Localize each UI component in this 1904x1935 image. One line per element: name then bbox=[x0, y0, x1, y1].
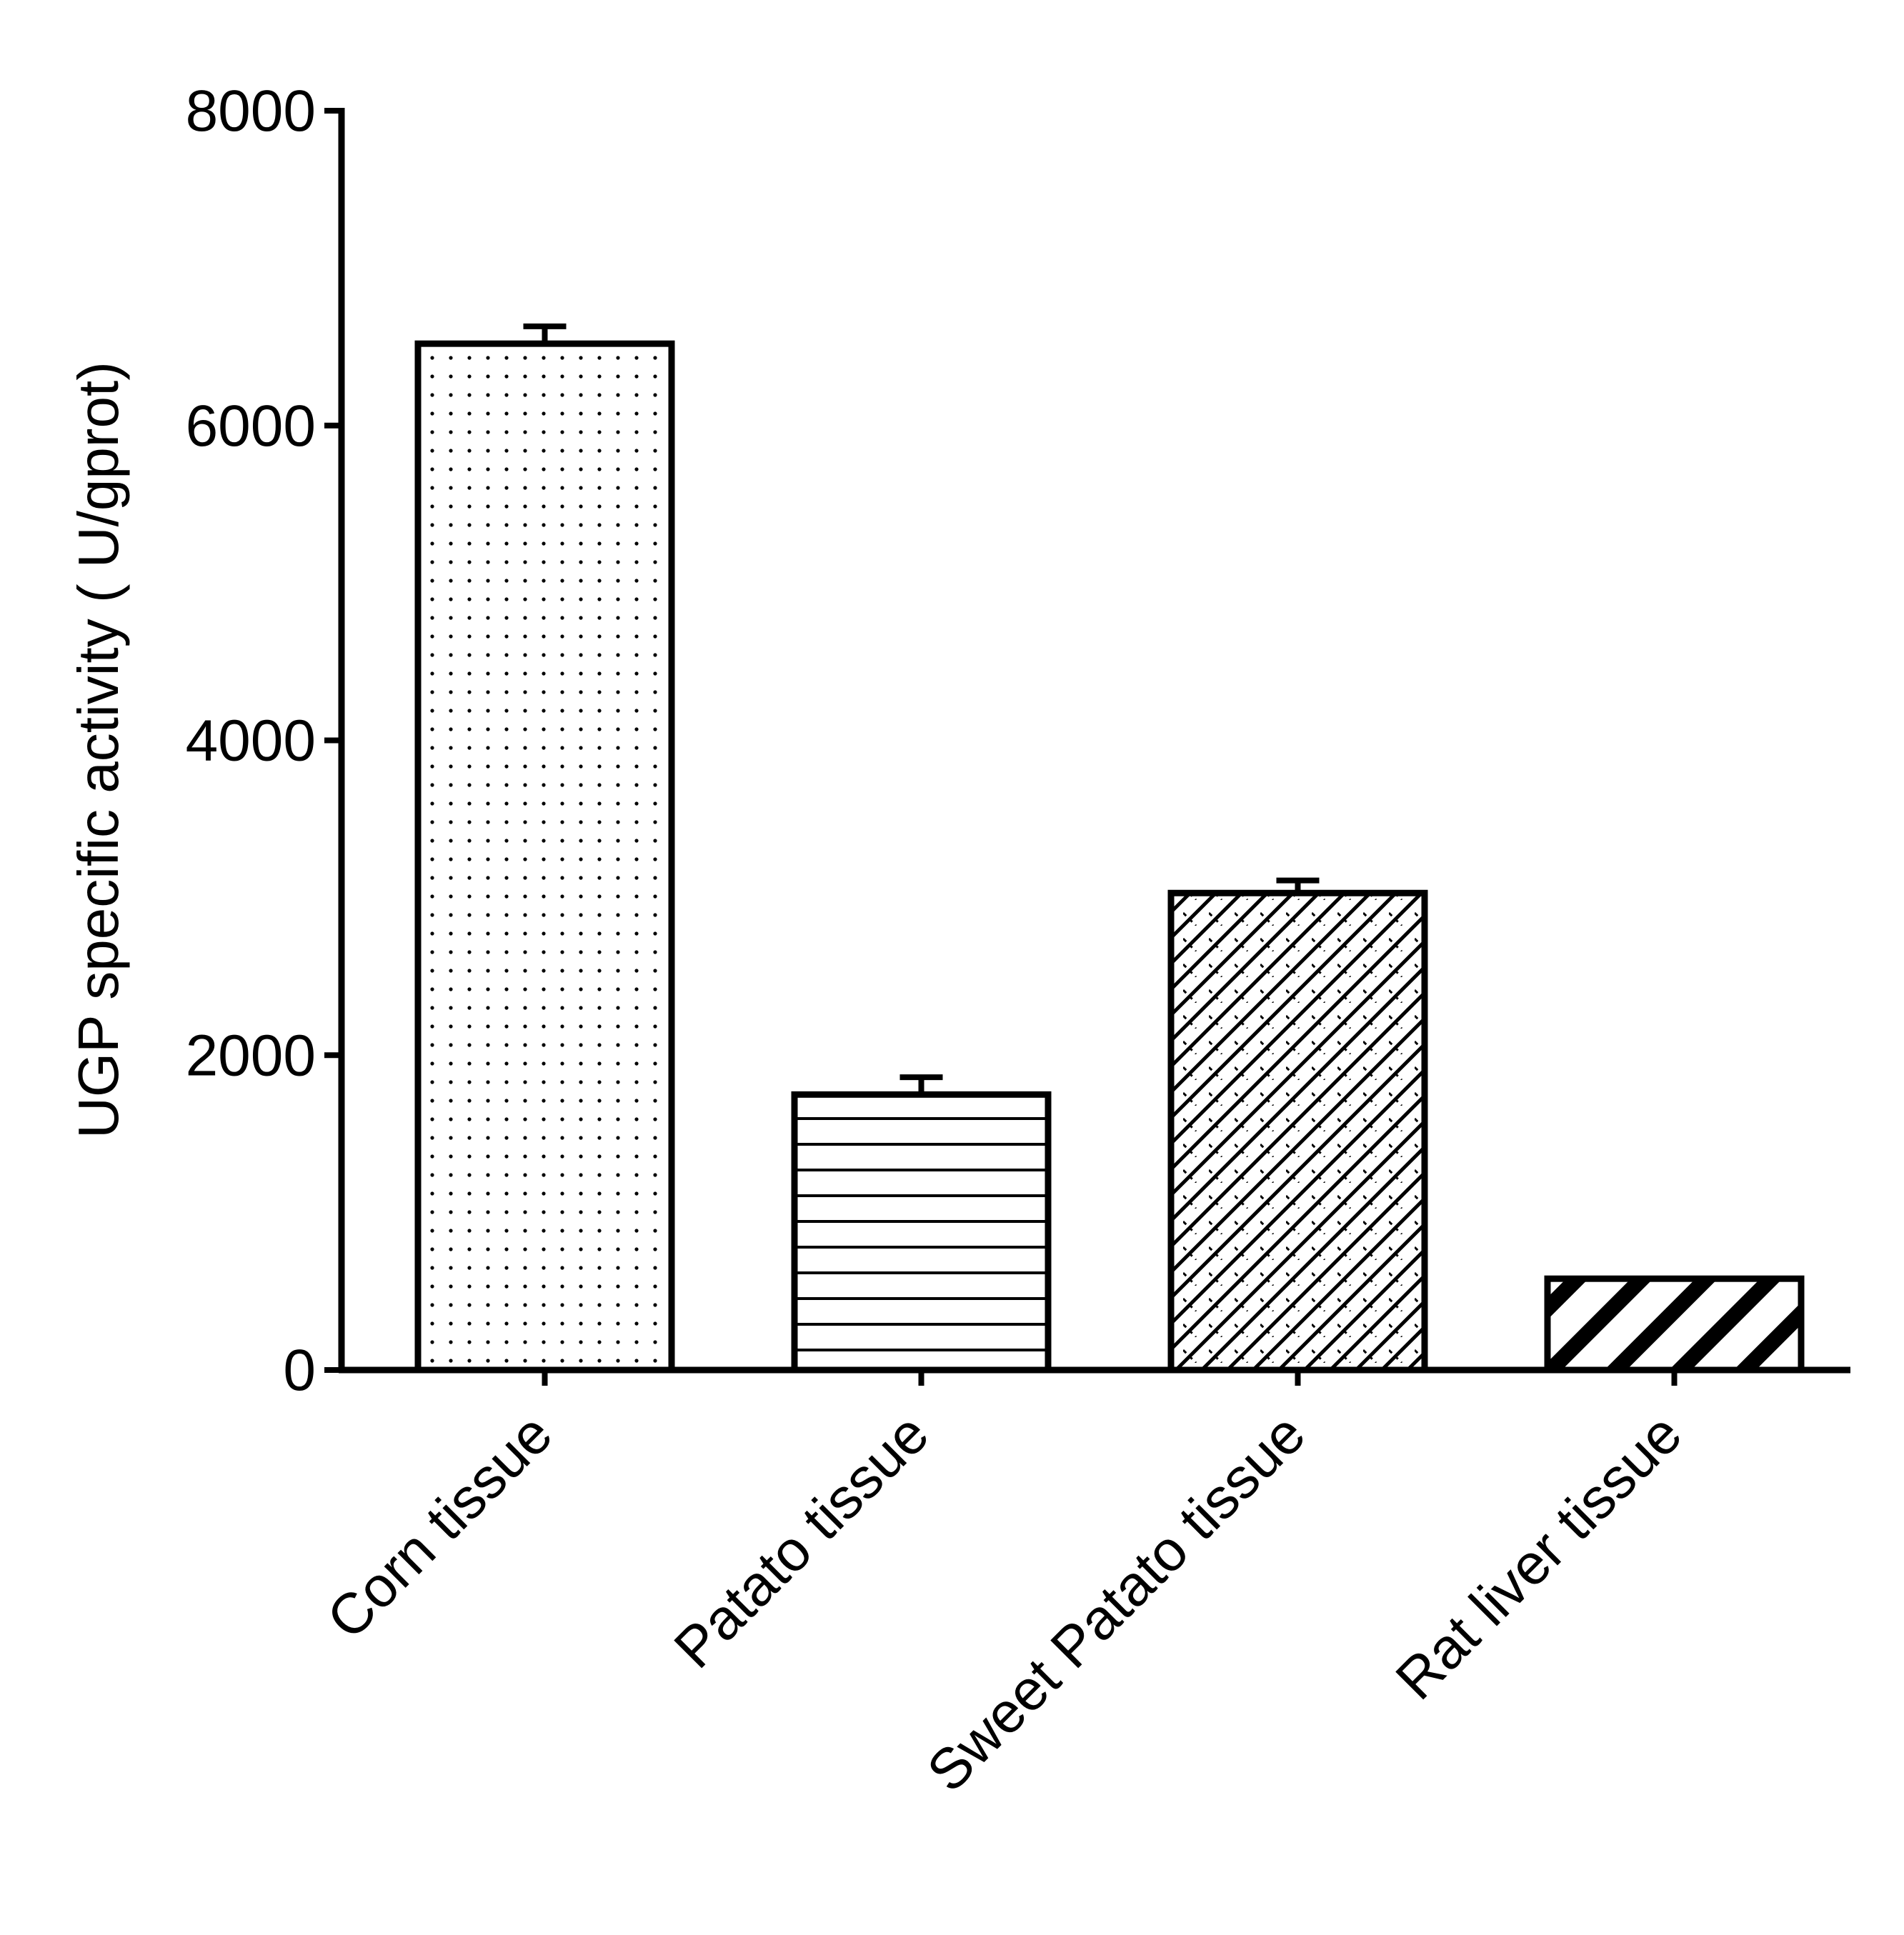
y-tick-label-8000: 8000 bbox=[186, 79, 316, 144]
x-tick-label-4: Rat liver tissue bbox=[1384, 1401, 1694, 1711]
bar-2 bbox=[791, 1091, 1052, 1374]
y-tick-label-6000: 6000 bbox=[186, 394, 316, 459]
y-tick-label-2000: 2000 bbox=[186, 1023, 316, 1088]
x-tick-label-1: Corn tissue bbox=[314, 1401, 564, 1651]
x-tick-label-2: Patato tissue bbox=[662, 1401, 941, 1680]
bar-4 bbox=[1544, 1275, 1805, 1374]
y-tick-label-0: 0 bbox=[283, 1338, 316, 1403]
bar-1 bbox=[414, 340, 675, 1374]
bar-3 bbox=[1167, 889, 1428, 1374]
x-tick-label-3: Sweet Patato tissue bbox=[915, 1401, 1317, 1804]
y-tick-label-4000: 4000 bbox=[186, 709, 316, 774]
y-axis-title: UGP specific activity ( U/gprot) bbox=[66, 361, 130, 1139]
